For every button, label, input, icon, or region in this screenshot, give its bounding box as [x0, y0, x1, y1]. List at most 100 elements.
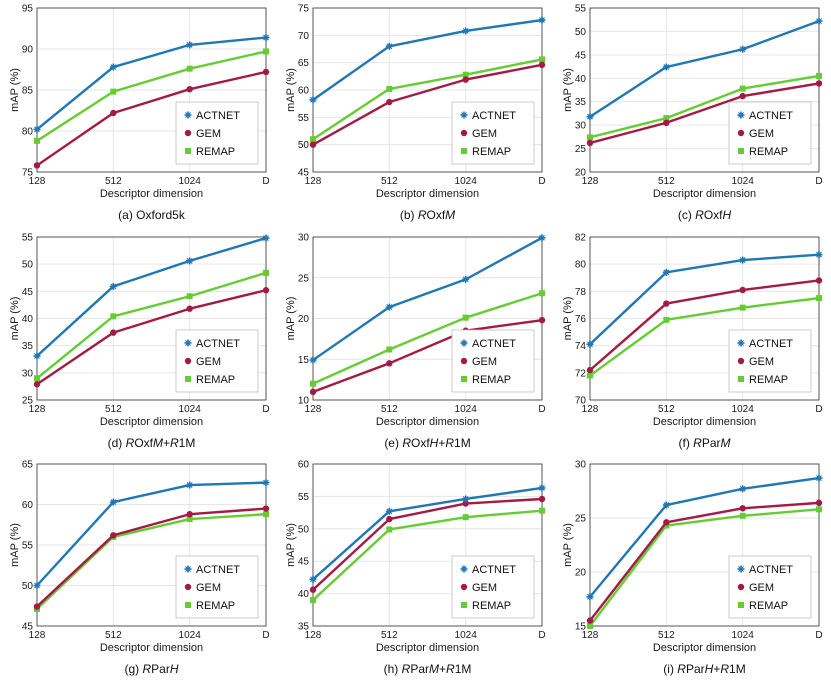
caption-part: Par: [702, 436, 721, 450]
x-tick-label: 1024: [179, 404, 202, 415]
legend: ACTNET GEM REMAP: [728, 329, 812, 393]
series-line-gem: [36, 507, 267, 608]
data-point-gem: [815, 499, 823, 507]
data-point-gem: [663, 300, 670, 307]
legend-marker-actnet-d2: [738, 340, 744, 346]
y-tick-label: 15: [298, 355, 310, 366]
series-line-remap: [312, 292, 543, 385]
plot-frame: [589, 7, 820, 173]
legend-marker-gem: [460, 129, 468, 137]
y-tick-label: 70: [298, 31, 310, 42]
y-tick-label: 35: [22, 341, 34, 352]
data-point-actnet-d2: [186, 257, 193, 264]
y-tick-label: 25: [575, 144, 587, 155]
y-tick-label: 76: [575, 314, 587, 325]
legend-marker-actnet-d2: [185, 340, 191, 346]
data-point-actnet: [385, 42, 393, 50]
caption-part: R: [720, 662, 729, 676]
legend-marker-actnet: [460, 111, 468, 119]
data-point-actnet: [815, 474, 823, 482]
y-tick-label: 55: [22, 541, 34, 552]
series-line-gem: [312, 63, 543, 146]
y-tick-label: 45: [22, 287, 34, 298]
chart-caption: (h) RParM+R1M: [384, 662, 472, 676]
data-point-actnet: [662, 63, 670, 71]
caption-part: Oxf: [134, 436, 153, 450]
series-line-remap: [589, 508, 820, 627]
series-line-gem: [36, 289, 267, 386]
series-line-gem: [312, 497, 543, 591]
data-point-remap: [386, 526, 393, 533]
data-point-gem: [33, 603, 41, 610]
legend-item-gem: GEM: [184, 128, 221, 140]
data-point-actnet-d2: [587, 113, 593, 120]
legend-label: GEM: [749, 582, 774, 594]
data-point-gem: [739, 92, 746, 100]
x-axis-label: Descriptor dimension: [100, 642, 203, 654]
y-tick-label: 85: [22, 86, 34, 97]
legend-item-remap: REMAP: [738, 374, 788, 386]
legend-marker-actnet-d2: [461, 566, 467, 572]
chart-caption: (b) ROxfM: [400, 208, 455, 222]
series-line-remap: [589, 296, 820, 377]
y-tick-label: 35: [298, 622, 310, 633]
legend-label: REMAP: [749, 600, 788, 612]
chart-caption: (c) ROxfH: [678, 208, 732, 222]
x-tick-label: 512: [381, 404, 398, 415]
caption-part: 1M: [455, 662, 472, 676]
data-point-actnet-d2: [263, 34, 269, 41]
x-tick-label: 1024: [455, 176, 478, 187]
legend-item-actnet: ACTNET: [184, 338, 240, 350]
data-point-remap: [539, 290, 545, 297]
legend-label: GEM: [196, 356, 221, 368]
data-point-remap: [263, 269, 269, 276]
chart-caption: (g) RParH: [124, 662, 178, 676]
caption-part: Oxf: [427, 208, 446, 222]
data-point-remap: [539, 56, 545, 63]
x-tick-label: D: [815, 404, 822, 415]
x-tick-label: 1024: [179, 630, 202, 641]
y-tick-label: 20: [575, 568, 587, 579]
data-point-remap: [663, 522, 670, 529]
data-point-actnet-d2: [462, 28, 469, 34]
series-line-remap: [312, 58, 543, 141]
x-tick-label: 128: [582, 404, 599, 415]
y-axis-label: mAP (%): [285, 68, 297, 112]
x-tick-label: 1024: [179, 176, 202, 187]
legend-label: GEM: [196, 128, 221, 140]
caption-part: R: [142, 662, 151, 676]
y-tick-label: 55: [298, 113, 310, 124]
y-tick-label: 50: [298, 140, 310, 151]
data-point-actnet-d2: [739, 257, 746, 264]
x-axis-label: Descriptor dimension: [376, 416, 479, 428]
data-point-actnet: [815, 17, 823, 25]
chart-6: 70 72 74 76 78 80 82 128 512 1024 D Descriptor dime…: [562, 233, 823, 451]
legend-label: REMAP: [472, 600, 511, 612]
caption-part: +: [713, 662, 720, 676]
chart-9: 15 20 25 30 128 512 1024 D Descriptor dimension m…: [562, 460, 823, 677]
legend-label: REMAP: [472, 146, 511, 158]
caption-part: Par: [686, 662, 705, 676]
data-point-remap: [386, 346, 393, 353]
data-point-gem: [538, 495, 546, 503]
data-point-actnet-d2: [816, 18, 822, 25]
series-line-actnet: [36, 481, 267, 587]
caption-part: 1M: [729, 662, 746, 676]
data-point-actnet: [262, 479, 270, 487]
plot-frame: [36, 7, 267, 173]
y-axis-label: mAP (%): [562, 523, 574, 567]
plot-frame: [312, 7, 543, 173]
legend-label: REMAP: [749, 374, 788, 386]
legend-marker-actnet: [460, 565, 468, 573]
data-point-actnet: [262, 34, 270, 42]
x-tick-label: 128: [582, 630, 599, 641]
legend-label: GEM: [472, 582, 497, 594]
data-point-actnet-d2: [34, 582, 40, 589]
plot-frame: [589, 236, 820, 401]
y-tick-label: 50: [22, 581, 34, 592]
legend: ACTNET GEM REMAP: [451, 101, 535, 165]
data-point-actnet-d2: [816, 475, 822, 481]
data-point-actnet: [662, 501, 670, 509]
